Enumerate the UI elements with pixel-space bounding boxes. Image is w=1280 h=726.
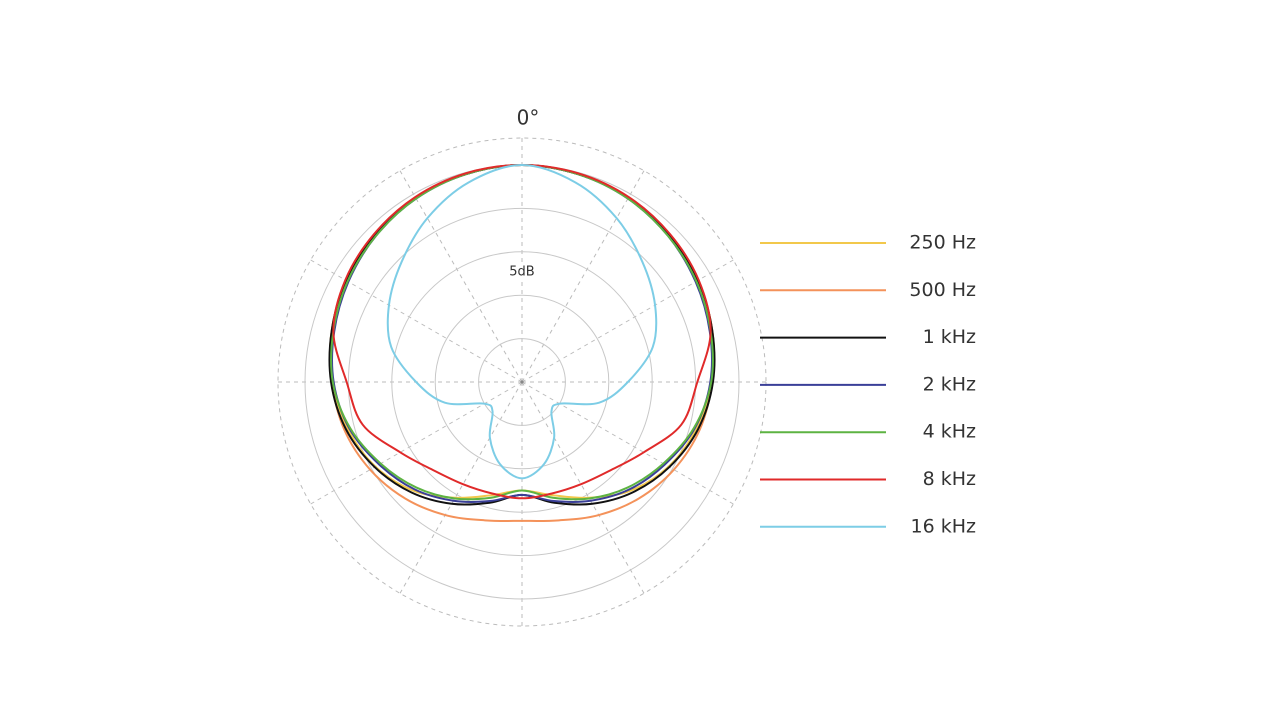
series-line (332, 164, 712, 500)
center-dot (520, 380, 524, 384)
legend-label: 500 Hz (909, 279, 976, 301)
angle-label: 0° (517, 106, 540, 130)
spoke (310, 381, 523, 505)
legend-label: 8 kHz (923, 468, 976, 490)
spoke (521, 170, 645, 383)
legend-label: 2 kHz (923, 373, 976, 395)
legend-label: 1 kHz (923, 326, 976, 348)
legend-label: 250 Hz (909, 232, 976, 254)
series-line (330, 164, 714, 501)
scale-label: 5dB (509, 265, 534, 280)
spoke (521, 381, 645, 594)
grid-ring (391, 251, 653, 513)
series-line (386, 164, 658, 480)
spoke (399, 381, 523, 594)
grid-ring (478, 338, 566, 426)
legend-label: 16 kHz (911, 515, 977, 537)
spoke (399, 170, 523, 383)
spoke (521, 381, 734, 505)
grid-ring (347, 207, 697, 557)
legend-label: 4 kHz (923, 421, 976, 443)
grid-ring (434, 294, 610, 470)
scale-label-bg (505, 262, 539, 282)
